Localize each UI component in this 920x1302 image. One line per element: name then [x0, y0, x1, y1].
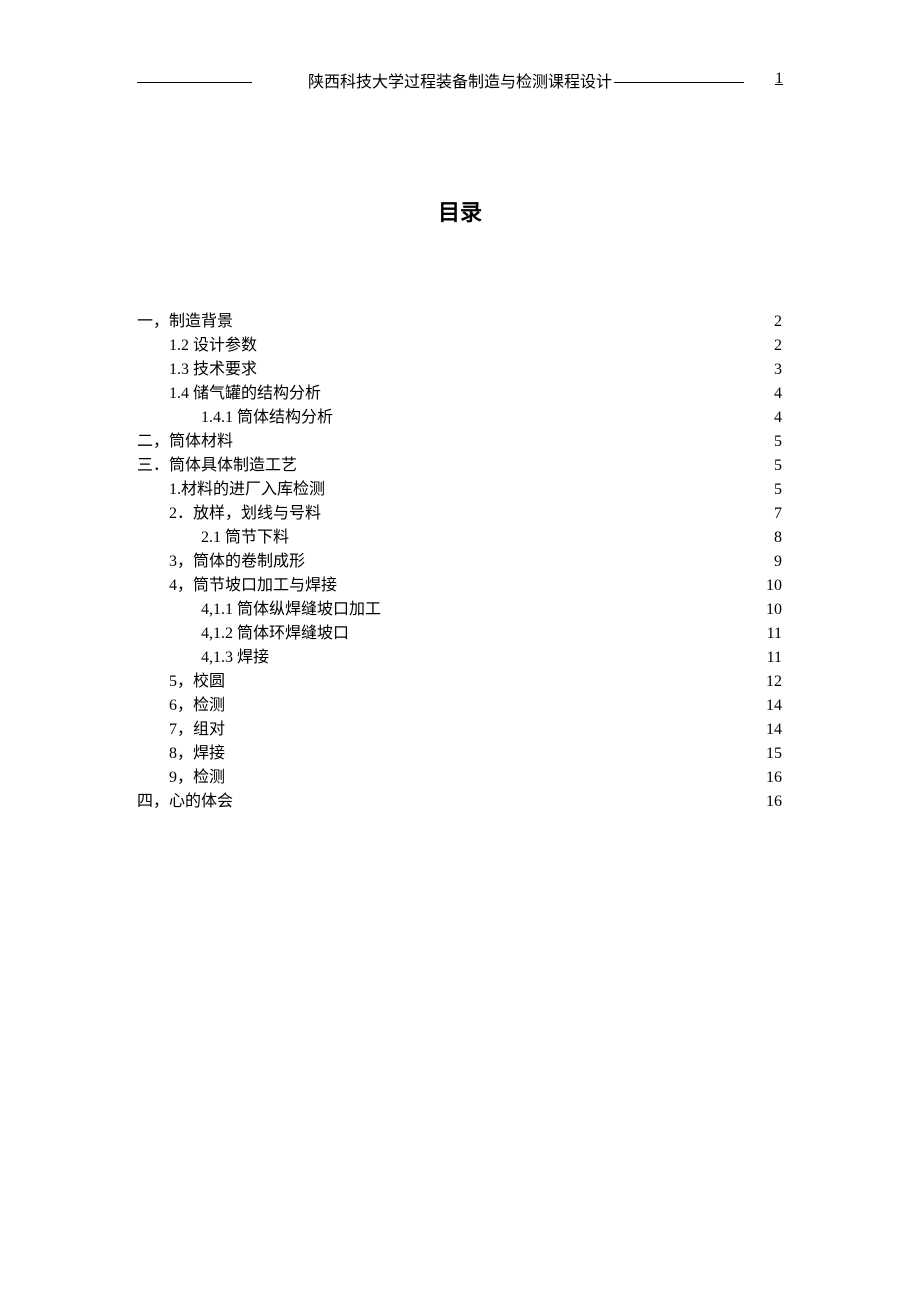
toc-entry: 1.3 技术要求 3	[137, 358, 782, 382]
toc-heading: 目录	[438, 195, 482, 227]
toc-entry-label: 4,1.3 焊接	[201, 646, 269, 670]
toc-entry: 2.1 筒节下料 8	[137, 526, 782, 550]
toc-entry-label: 6，检测	[169, 694, 225, 718]
toc-entry: 3，筒体的卷制成形 9	[137, 550, 782, 574]
toc-entry: 8，焊接 15	[137, 742, 782, 766]
toc-entry-label: 7，组对	[169, 718, 225, 742]
toc-entry-page: 5	[772, 478, 782, 502]
toc-entry-label: 一，制造背景	[137, 310, 233, 334]
toc-entry-label: 3，筒体的卷制成形	[169, 550, 305, 574]
toc-entry-label: 1.3 技术要求	[169, 358, 257, 382]
toc-entry-label: 4,1.1 筒体纵焊缝坡口加工	[201, 598, 381, 622]
toc-entry-page: 14	[764, 718, 782, 742]
toc-entry-page: 14	[764, 694, 782, 718]
toc-entry: 4,1.3 焊接 11	[137, 646, 782, 670]
header-underline-left	[137, 82, 252, 83]
toc-entry-label: 1.4 储气罐的结构分析	[169, 382, 321, 406]
toc-entry-page: 4	[772, 406, 782, 430]
toc-entry: 5，校圆 12	[137, 670, 782, 694]
toc-entry-label: 4，筒节坡口加工与焊接	[169, 574, 337, 598]
toc-entry: 1.材料的进厂入库检测 5	[137, 478, 782, 502]
toc-entry-page: 5	[772, 454, 782, 478]
page-number: 1	[775, 70, 783, 88]
toc-entry: 1.2 设计参数 2	[137, 334, 782, 358]
toc-entry: 6，检测 14	[137, 694, 782, 718]
toc-entry: 二，筒体材料 5	[137, 430, 782, 454]
toc-entry-page: 3	[772, 358, 782, 382]
toc-entry-page: 10	[764, 574, 782, 598]
toc-container: 一，制造背景21.2 设计参数21.3 技术要求31.4 储气罐的结构分析41.…	[137, 310, 782, 814]
toc-entry-label: 5，校圆	[169, 670, 225, 694]
toc-entry: 1.4.1 筒体结构分析 4	[137, 406, 782, 430]
header-title: 陕西科技大学过程装备制造与检测课程设计	[308, 68, 612, 92]
toc-entry-page: 15	[764, 742, 782, 766]
toc-entry: 7，组对 14	[137, 718, 782, 742]
toc-entry-page: 9	[772, 550, 782, 574]
toc-entry-label: 二，筒体材料	[137, 430, 233, 454]
toc-entry-label: 9，检测	[169, 766, 225, 790]
toc-entry-label: 2.1 筒节下料	[201, 526, 289, 550]
toc-entry-label: 8，焊接	[169, 742, 225, 766]
toc-entry-page: 16	[764, 766, 782, 790]
toc-entry: 三．筒体具体制造工艺 5	[137, 454, 782, 478]
toc-entry-page: 16	[764, 790, 782, 814]
header-underline-right	[614, 82, 744, 83]
toc-entry-label: 四，心的体会	[137, 790, 233, 814]
toc-entry-page: 5	[772, 430, 782, 454]
toc-entry-label: 三．筒体具体制造工艺	[137, 454, 297, 478]
toc-entry-label: 1.2 设计参数	[169, 334, 257, 358]
toc-entry-page: 12	[764, 670, 782, 694]
toc-entry-label: 2．放样，划线与号料	[169, 502, 321, 526]
toc-entry: 2．放样，划线与号料 7	[137, 502, 782, 526]
toc-entry-page: 10	[764, 598, 782, 622]
toc-entry: 4,1.1 筒体纵焊缝坡口加工 10	[137, 598, 782, 622]
toc-entry: 4,1.2 筒体环焊缝坡口 11	[137, 622, 782, 646]
toc-entry: 1.4 储气罐的结构分析 4	[137, 382, 782, 406]
toc-entry-label: 1.4.1 筒体结构分析	[201, 406, 333, 430]
toc-entry-label: 4,1.2 筒体环焊缝坡口	[201, 622, 349, 646]
toc-entry-page: 4	[772, 382, 782, 406]
toc-entry-page: 2	[772, 334, 782, 358]
toc-entry-page: 7	[772, 502, 782, 526]
toc-entry-page: 8	[772, 526, 782, 550]
toc-entry-label: 1.材料的进厂入库检测	[169, 478, 325, 502]
toc-entry-page: 11	[765, 646, 782, 670]
toc-entry: 4，筒节坡口加工与焊接 10	[137, 574, 782, 598]
toc-entry-page: 2	[772, 310, 782, 334]
toc-entry: 四，心的体会 16	[137, 790, 782, 814]
toc-entry-page: 11	[765, 622, 782, 646]
toc-entry: 一，制造背景 2	[137, 310, 782, 334]
toc-entry: 9，检测 16	[137, 766, 782, 790]
